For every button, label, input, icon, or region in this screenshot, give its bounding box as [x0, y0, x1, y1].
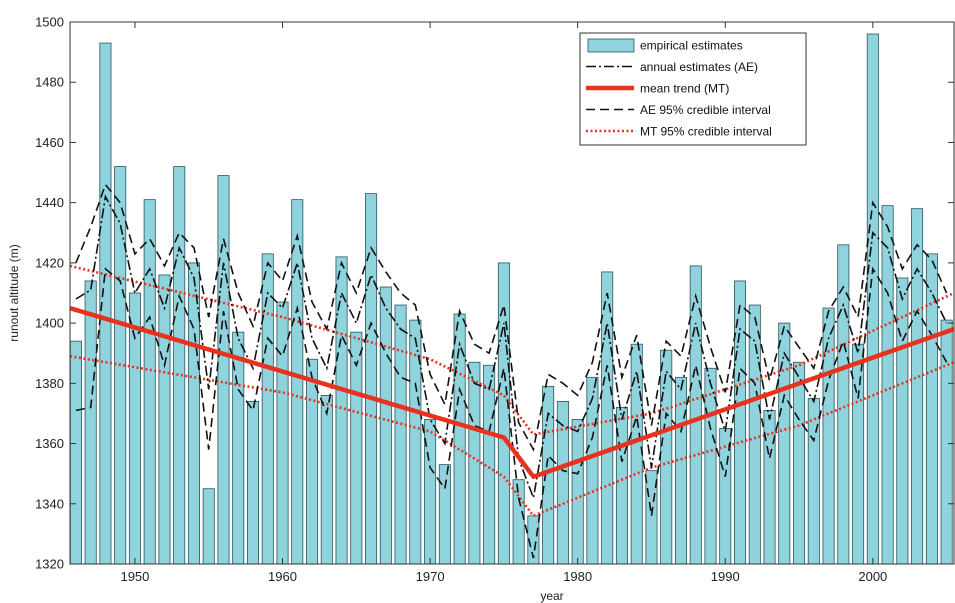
- x-tick-label: 1970: [416, 569, 445, 584]
- empirical-bar-1954: [187, 262, 200, 564]
- y-tick-label: 1420: [35, 255, 64, 270]
- empirical-bar-1946: [70, 340, 82, 564]
- empirical-bar-1995: [793, 361, 806, 564]
- empirical-bar-1969: [409, 319, 422, 564]
- y-tick-label: 1500: [35, 15, 64, 30]
- empirical-bar-2005: [940, 319, 953, 564]
- ae-credible-interval-group: [75, 182, 948, 559]
- empirical-bar-1996: [807, 397, 820, 564]
- empirical-bar-1984: [630, 343, 643, 564]
- y-tick-label: 1340: [35, 496, 64, 511]
- empirical-bar-1994: [778, 322, 791, 564]
- y-axis-ticks: 1320 1340 1360 1380 1400 1420 1440 1460 1480 1500: [35, 15, 954, 572]
- empirical-bar-1965: [350, 331, 363, 564]
- empirical-bar-1966: [365, 193, 378, 564]
- empirical-bar-1970: [424, 419, 437, 564]
- empirical-bar-1967: [379, 286, 392, 564]
- annual-estimates-line: [75, 194, 948, 501]
- empirical-bar-2000: [866, 33, 879, 564]
- empirical-bar-2004: [925, 253, 938, 564]
- y-tick-label: 1460: [35, 135, 64, 150]
- empirical-bar-1976: [512, 479, 525, 564]
- x-axis-label: year: [540, 589, 563, 603]
- legend-swatch-bars: [587, 38, 635, 53]
- empirical-bar-1950: [128, 292, 141, 564]
- empirical-bar-1979: [556, 400, 569, 564]
- empirical-bar-1956: [217, 175, 230, 564]
- empirical-bar-1951: [143, 199, 156, 564]
- x-tick-label: 1960: [268, 569, 297, 584]
- empirical-bar-1968: [394, 304, 407, 564]
- mt-ci-upper-line: [70, 264, 954, 436]
- empirical-bar-1975: [497, 262, 510, 564]
- legend-label-mt_ci: MT 95% credible interval: [640, 125, 772, 139]
- annual-estimates-group: [75, 194, 948, 501]
- ae-ci-lower-line: [75, 266, 948, 559]
- legend-label-ae_ci: AE 95% credible interval: [640, 103, 771, 117]
- legend: empirical estimates annual estimates (AE)…: [579, 32, 807, 146]
- x-tick-label: 2000: [858, 569, 887, 584]
- empirical-bar-1992: [748, 304, 761, 564]
- empirical-bar-1961: [291, 199, 304, 564]
- y-tick-label: 1440: [35, 195, 64, 210]
- empirical-bar-1959: [261, 253, 274, 564]
- x-tick-label: 1990: [711, 569, 740, 584]
- empirical-bar-1952: [158, 274, 171, 564]
- empirical-bar-1997: [822, 307, 835, 564]
- empirical-bar-2003: [911, 208, 924, 564]
- mean-trend-group: [70, 305, 954, 479]
- legend-label-mt: mean trend (MT): [640, 82, 729, 96]
- empirical-bar-1987: [674, 376, 687, 564]
- empirical-bar-1973: [468, 361, 481, 564]
- empirical-bar-1955: [202, 488, 215, 564]
- empirical-bar-1999: [852, 343, 865, 564]
- y-tick-label: 1400: [35, 316, 64, 331]
- y-tick-label: 1480: [35, 75, 64, 90]
- y-tick-label: 1380: [35, 376, 64, 391]
- empirical-bar-1989: [704, 367, 717, 564]
- empirical-bar-1964: [335, 256, 348, 564]
- y-tick-label: 1360: [35, 436, 64, 451]
- x-tick-label: 1950: [120, 569, 149, 584]
- x-axis-ticks: 1950 1960 1970 1980 1990 2000: [120, 22, 887, 584]
- legend-label-ae: annual estimates (AE): [640, 60, 758, 74]
- x-tick-label: 1980: [563, 569, 592, 584]
- empirical-bar-1991: [734, 280, 747, 564]
- mt-credible-interval-group: [70, 264, 954, 518]
- empirical-bar-1947: [84, 280, 97, 564]
- empirical-bar-1982: [601, 271, 614, 564]
- empirical-bar-1986: [660, 349, 673, 564]
- empirical-bar-1962: [306, 358, 319, 564]
- empirical-bar-1948: [99, 42, 112, 564]
- empirical-bar-1963: [320, 394, 333, 564]
- empirical-bar-1988: [689, 265, 702, 564]
- empirical-bar-1972: [453, 313, 466, 564]
- empirical-bar-1981: [586, 376, 599, 564]
- empirical-bar-1957: [232, 331, 245, 564]
- empirical-bar-2002: [896, 277, 909, 564]
- empirical-bar-1953: [173, 166, 186, 564]
- y-axis-label: runout altitude (m): [7, 244, 21, 341]
- y-tick-label: 1320: [35, 557, 64, 572]
- mean-trend-line: [70, 305, 954, 479]
- legend-label-bars: empirical estimates: [640, 39, 743, 53]
- ae-ci-upper-line: [75, 182, 948, 452]
- plot-frame: [69, 21, 955, 565]
- empirical-bar-1980: [571, 419, 584, 564]
- empirical-bar-1971: [438, 464, 451, 564]
- empirical-bar-1960: [276, 301, 289, 564]
- empirical-bar-2001: [881, 205, 894, 564]
- empirical-bar-1958: [246, 400, 260, 564]
- empirical-bar-1974: [483, 364, 496, 564]
